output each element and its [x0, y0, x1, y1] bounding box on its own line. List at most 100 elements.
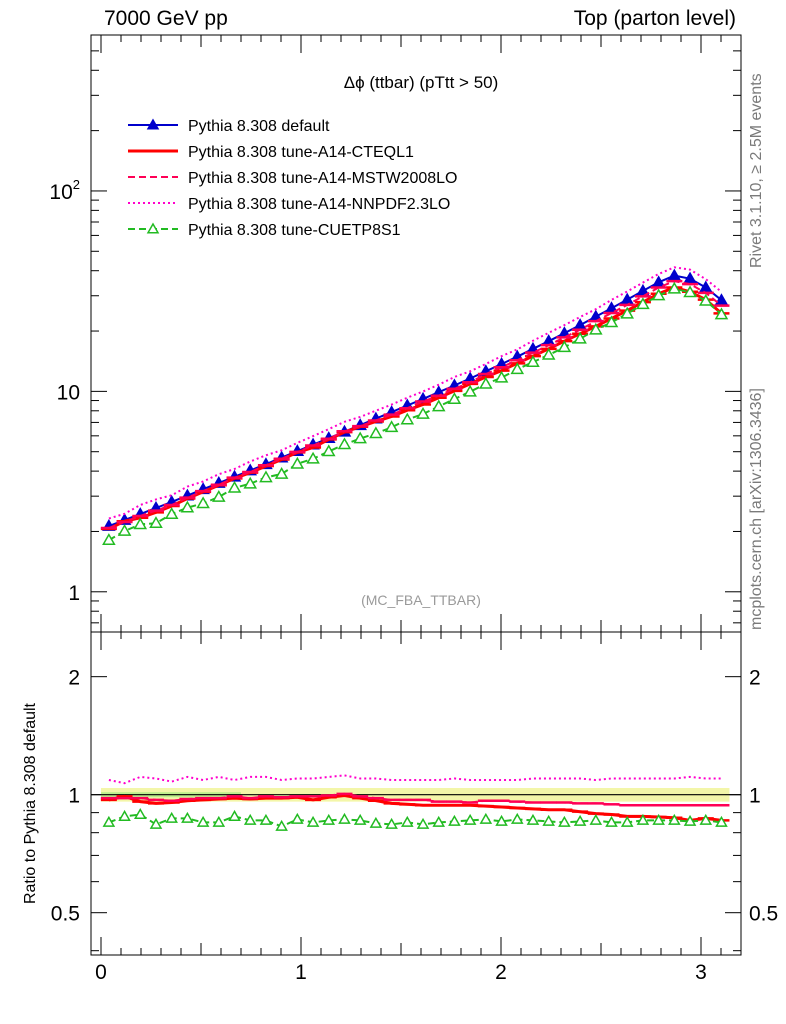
ratio-series-marker: [432, 815, 446, 827]
main-series-marker: [400, 412, 415, 425]
y-tick-label-100-exponent: 2: [73, 177, 80, 192]
x-tick-label-0: 0: [95, 961, 107, 984]
main-series-marker: [369, 426, 383, 439]
ratio-series-marker: [275, 819, 288, 831]
main-series-marker: [274, 466, 289, 479]
x-tick-label-3: 3: [695, 961, 707, 984]
ratio-series-marker: [542, 814, 555, 826]
ratio-series-marker: [636, 813, 650, 825]
main-series-marker: [698, 293, 713, 306]
ratio-series-marker: [683, 814, 697, 826]
ratio-series-marker: [102, 815, 116, 827]
main-series-marker: [353, 431, 367, 444]
x-tick-label-2: 2: [495, 961, 507, 984]
main-series-marker: [541, 334, 556, 347]
chart-title: Δϕ (ttbar) (pTtt > 50): [344, 73, 499, 92]
main-series-line: [108, 287, 723, 541]
main-series-marker: [541, 347, 556, 360]
ratio-series-marker: [369, 816, 383, 828]
legend-label: Pythia 8.308 tune-A14-NNPDF2.3LO: [188, 196, 450, 213]
main-series-marker: [149, 516, 163, 529]
main-series-line: [108, 266, 723, 520]
main-series-marker: [589, 322, 603, 335]
header-left-label: 7000 GeV pp: [104, 7, 228, 30]
ratio-series-marker: [463, 813, 477, 825]
legend-label: Pythia 8.308 default: [188, 118, 330, 135]
ratio-y-tick-label-right-2: 2: [749, 667, 761, 690]
ratio-series-marker: [322, 813, 336, 825]
ratio-series-marker: [133, 808, 147, 820]
main-series-marker: [573, 331, 587, 344]
main-series-marker: [636, 297, 650, 310]
main-series-marker: [117, 524, 132, 536]
ratio-series-marker: [573, 814, 587, 826]
ratio-series-marker: [353, 813, 367, 825]
main-series-marker: [243, 476, 258, 489]
ratio-series-line: [108, 813, 722, 828]
main-series-marker: [164, 507, 179, 520]
legend-label: Pythia 8.308 tune-CUETP8S1: [188, 222, 401, 239]
ratio-series-marker: [118, 809, 131, 821]
ratio-series-marker: [526, 813, 540, 825]
ratio-series-marker: [338, 812, 351, 824]
ratio-series-marker: [620, 815, 634, 827]
y-tick-label-100: 102: [49, 177, 80, 204]
ratio-series-marker: [416, 817, 430, 829]
legend-marker: [146, 222, 160, 234]
ratio-series-line: [108, 774, 722, 785]
main-series-marker: [259, 470, 273, 483]
ratio-series-marker: [495, 814, 508, 826]
ratio-series-marker: [228, 809, 241, 821]
main-series-marker: [212, 490, 226, 502]
ratio-y-tick-label-2: 2: [68, 667, 80, 690]
main-series-marker: [526, 355, 540, 367]
ratio-series-marker: [715, 815, 728, 827]
y-tick-label-10: 10: [57, 381, 80, 404]
ratio-series-marker: [510, 812, 524, 824]
x-tick-label-1: 1: [295, 961, 307, 984]
main-series-marker: [698, 280, 713, 293]
ratio-y-axis-label: Ratio to Pythia 8.308 default: [22, 702, 39, 904]
main-series-marker: [683, 285, 697, 298]
header-right-label: Top (parton level): [573, 7, 736, 30]
y-tick-label-100-base: 10: [49, 181, 72, 204]
main-series-marker: [463, 384, 477, 397]
main-series-marker: [196, 496, 210, 509]
main-series-marker: [290, 456, 305, 469]
main-series-marker: [102, 533, 116, 546]
main-series-marker: [337, 437, 352, 450]
main-series-marker: [321, 444, 336, 457]
ratio-y-tick-label-right-1: 1: [749, 785, 761, 808]
main-series-marker: [620, 292, 635, 305]
main-series-marker: [447, 392, 462, 404]
main-series-marker: [557, 340, 572, 353]
main-y-ticks: [91, 34, 741, 624]
main-series-marker: [494, 370, 509, 383]
main-series-marker: [651, 288, 666, 301]
main-series-marker: [667, 268, 682, 281]
ratio-y-tick-label-0.5: 0.5: [51, 903, 80, 926]
main-series-marker: [180, 500, 195, 513]
ratio-series-marker: [306, 815, 320, 827]
legend-marker: [146, 118, 160, 130]
main-series-marker: [636, 283, 650, 296]
main-series-marker: [667, 281, 682, 294]
ratio-series-marker: [401, 815, 414, 827]
main-series-marker: [683, 271, 697, 284]
ratio-series-marker: [149, 817, 163, 829]
main-series-marker: [604, 315, 619, 328]
ratio-series-marker: [385, 817, 398, 829]
ratio-series-marker: [448, 814, 461, 826]
main-series-marker: [384, 420, 399, 433]
analysis-watermark: (MC_FBA_TTBAR): [361, 592, 481, 608]
ratio-series-marker: [652, 813, 665, 825]
main-series-line: [108, 280, 723, 529]
main-series-marker: [306, 451, 320, 464]
ratio-series-marker: [181, 811, 194, 823]
ratio-series-marker: [479, 812, 493, 824]
main-series-marker: [416, 406, 430, 419]
x-ticks: [100, 35, 742, 955]
ratio-series-marker: [605, 815, 618, 827]
ratio-y-ticks: [91, 676, 741, 952]
